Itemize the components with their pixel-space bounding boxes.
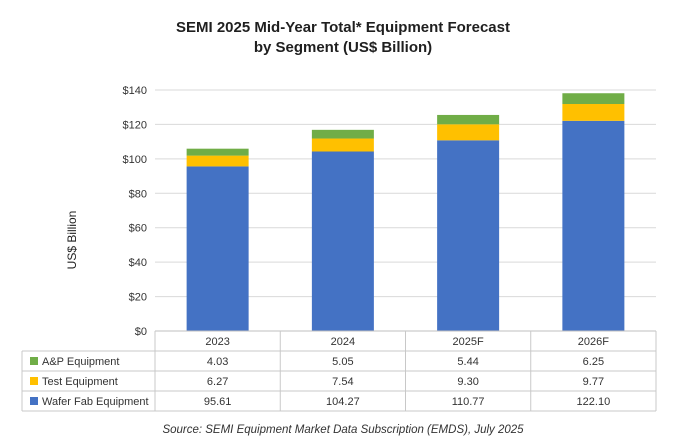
bar-segment <box>562 120 625 331</box>
data-label: 6.27 <box>207 376 228 388</box>
data-label: 110.77 <box>452 396 485 408</box>
y-tick-label: $20 <box>129 292 147 304</box>
x-tick-label: 2023 <box>205 336 229 348</box>
y-tick-label: $140 <box>123 85 147 97</box>
bar-segment <box>437 114 500 125</box>
data-label: 5.05 <box>332 356 353 368</box>
data-label: 95.61 <box>204 396 232 408</box>
data-label: 122.10 <box>577 396 611 408</box>
bar-segment <box>186 155 249 167</box>
y-tick-label: $80 <box>129 188 147 200</box>
y-tick-label: $0 <box>135 326 147 338</box>
x-tick-label: 2025F <box>453 336 484 348</box>
bar-segment <box>311 151 374 331</box>
bar-segment <box>437 140 500 331</box>
legend-label: Wafer Fab Equipment <box>42 396 149 408</box>
y-tick-label: $60 <box>129 223 147 235</box>
x-tick-label: 2024 <box>331 336 355 348</box>
data-label: 104.27 <box>326 396 360 408</box>
bar-segment <box>437 124 500 141</box>
data-label: 9.30 <box>457 376 478 388</box>
data-label: 9.77 <box>583 376 604 388</box>
bar-segment <box>311 129 374 139</box>
data-label: 5.44 <box>457 356 478 368</box>
chart-title: SEMI 2025 Mid-Year Total* Equipment Fore… <box>176 19 510 36</box>
data-label: 7.54 <box>332 376 353 388</box>
data-label: 6.25 <box>583 356 604 368</box>
chart-subtitle: by Segment (US$ Billion) <box>253 39 433 56</box>
source-note: Source: SEMI Equipment Market Data Subsc… <box>162 424 524 436</box>
legend-swatch <box>30 397 38 405</box>
x-tick-label: 2026F <box>578 336 609 348</box>
data-label: 4.03 <box>207 356 228 368</box>
y-tick-label: $120 <box>123 119 147 131</box>
y-tick-label: $40 <box>129 257 147 269</box>
bar-segment <box>562 93 625 104</box>
bar-segment <box>186 148 249 156</box>
y-tick-label: $100 <box>123 154 147 166</box>
bar-segment <box>311 138 374 152</box>
bar-segment <box>186 166 249 331</box>
stacked-bar-chart: $0 $20 $40 $60 $80 $100 $120 $140 2023 2024 2025F 2… <box>21 85 657 412</box>
legend-swatch <box>30 377 38 385</box>
legend-swatch <box>30 357 38 365</box>
legend-label: A&P Equipment <box>42 356 119 368</box>
bar-segment <box>562 103 625 121</box>
legend-label: Test Equipment <box>42 376 118 388</box>
